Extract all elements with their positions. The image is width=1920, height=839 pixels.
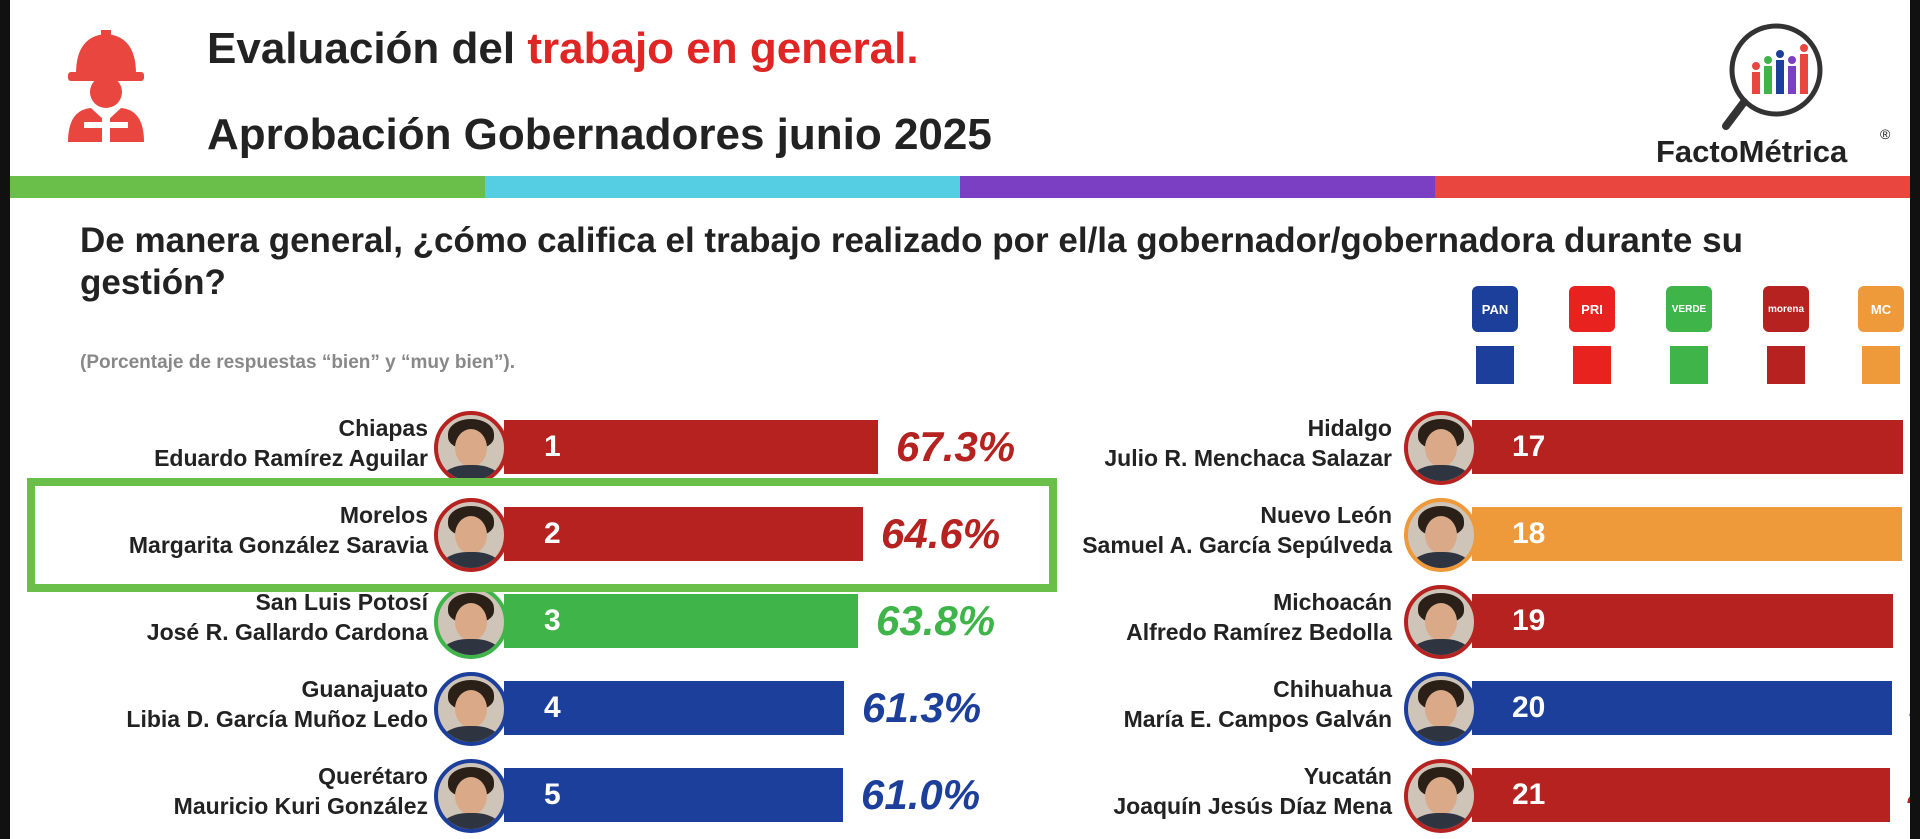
brand-name: FactoMétrica bbox=[1656, 134, 1847, 170]
party-logo-pvem-icon: VERDE bbox=[1666, 286, 1712, 332]
title-part1: Evaluación del bbox=[207, 24, 528, 73]
governor-avatar bbox=[434, 585, 508, 659]
value-label: 48.3% bbox=[1908, 768, 1910, 822]
state-name: Yucatán bbox=[1303, 763, 1392, 789]
state-name: Hidalgo bbox=[1307, 415, 1392, 441]
governor-name: Joaquín Jesús Díaz Mena bbox=[1113, 793, 1392, 819]
rank-label: 17 bbox=[1512, 430, 1546, 463]
governor-label: Yucatán Joaquín Jesús Díaz Mena bbox=[1113, 761, 1392, 821]
governor-name: María E. Campos Galván bbox=[1123, 706, 1392, 732]
value-label: 63.8% bbox=[876, 597, 996, 644]
governor-avatar bbox=[434, 672, 508, 746]
party-logo-morena-icon: morena bbox=[1763, 286, 1809, 332]
rank-label: 19 bbox=[1512, 604, 1546, 637]
stripe-segment-purple bbox=[960, 176, 1435, 198]
legend-swatch-morena bbox=[1767, 346, 1805, 384]
governor-name: Eduardo Ramírez Aguilar bbox=[154, 445, 428, 471]
highlight-box bbox=[27, 478, 1057, 592]
governor-name: Samuel A. García Sepúlveda bbox=[1082, 532, 1392, 558]
rank-label: 1 bbox=[544, 430, 561, 463]
governor-name: Margarita González Saravia bbox=[128, 532, 428, 558]
rank-label: 4 bbox=[544, 691, 561, 724]
governor-avatar bbox=[434, 498, 508, 572]
value-label: 67.3% bbox=[896, 423, 1016, 470]
party-logo-pan-icon: PAN bbox=[1472, 286, 1518, 332]
title-part2: trabajo en general. bbox=[527, 24, 919, 73]
bar bbox=[504, 594, 858, 648]
governor-name: José R. Gallardo Cardona bbox=[146, 619, 428, 645]
rank-label: 2 bbox=[544, 517, 561, 550]
governor-name: Mauricio Kuri González bbox=[173, 793, 428, 819]
governor-label: Guanajuato Libia D. García Muñoz Ledo bbox=[126, 674, 428, 734]
bar bbox=[1472, 768, 1890, 822]
governor-label: Chihuahua María E. Campos Galván bbox=[1124, 674, 1392, 734]
bar bbox=[1472, 507, 1902, 561]
governor-name: Julio R. Menchaca Salazar bbox=[1104, 445, 1392, 471]
governor-label: Michoacán Alfredo Ramírez Bedolla bbox=[1126, 587, 1392, 647]
party-logo-pri-icon: PRI bbox=[1569, 286, 1615, 332]
slide: Evaluación del trabajo en general. Aprob… bbox=[10, 0, 1910, 839]
worker-icon bbox=[68, 30, 144, 142]
governor-avatar bbox=[1404, 411, 1478, 485]
governor-avatar bbox=[1404, 585, 1478, 659]
bar bbox=[504, 681, 844, 735]
governor-name: Libia D. García Muñoz Ledo bbox=[126, 706, 428, 732]
legend-swatch-mc bbox=[1862, 346, 1900, 384]
bar bbox=[1472, 420, 1903, 474]
bar bbox=[1472, 594, 1893, 648]
stripe-segment-red bbox=[1435, 176, 1910, 198]
legend-swatch-pvem bbox=[1670, 346, 1708, 384]
brand-registered-mark: ® bbox=[1880, 126, 1891, 142]
state-name: Nuevo León bbox=[1260, 502, 1392, 528]
bar bbox=[1472, 681, 1892, 735]
state-name: Michoacán bbox=[1273, 589, 1392, 615]
governor-avatar bbox=[434, 411, 508, 485]
survey-note: (Porcentaje de respuestas “bien” y “muy … bbox=[80, 352, 516, 373]
rank-label: 20 bbox=[1512, 691, 1546, 724]
governor-label: Nuevo León Samuel A. García Sepúlveda bbox=[1082, 500, 1392, 560]
state-name: Chiapas bbox=[338, 415, 428, 441]
value-label: 61.3% bbox=[862, 684, 982, 731]
state-name: Querétaro bbox=[318, 763, 428, 789]
governor-avatar bbox=[1404, 759, 1478, 833]
stripe-segment-green bbox=[10, 176, 485, 198]
governor-label: Querétaro Mauricio Kuri González bbox=[174, 761, 428, 821]
brand-text: FactoMétrica bbox=[1656, 134, 1848, 169]
factometrica-logo-icon bbox=[1722, 23, 1823, 130]
rank-label: 18 bbox=[1512, 517, 1546, 550]
governor-label: Morelos Margarita González Saravia bbox=[129, 500, 428, 560]
bar bbox=[504, 507, 863, 561]
legend-swatch-pri bbox=[1573, 346, 1611, 384]
state-name: San Luis Potosí bbox=[255, 589, 428, 615]
party-logo-mc-icon: MC bbox=[1858, 286, 1904, 332]
value-label: 64.6% bbox=[881, 510, 1001, 557]
bar bbox=[504, 768, 843, 822]
rank-label: 21 bbox=[1512, 778, 1546, 811]
state-name: Chihuahua bbox=[1273, 676, 1392, 702]
rank-label: 5 bbox=[544, 778, 561, 811]
legend-swatch-pan bbox=[1476, 346, 1514, 384]
title-line2: Aprobación Gobernadores junio 2025 bbox=[207, 110, 992, 159]
governor-avatar bbox=[1404, 672, 1478, 746]
state-name: Guanajuato bbox=[301, 676, 428, 702]
title-line1: Evaluación del trabajo en general. bbox=[207, 24, 919, 74]
survey-question: De manera general, ¿cómo califica el tra… bbox=[80, 221, 1743, 302]
governor-name: Alfredo Ramírez Bedolla bbox=[1126, 619, 1392, 645]
stripe-segment-cyan bbox=[485, 176, 960, 198]
governor-avatar bbox=[434, 759, 508, 833]
governor-avatar bbox=[1404, 498, 1478, 572]
bar bbox=[504, 420, 878, 474]
state-name: Morelos bbox=[339, 502, 428, 528]
governor-label: San Luis Potosí José R. Gallardo Cardona bbox=[147, 587, 428, 647]
governor-label: Hidalgo Julio R. Menchaca Salazar bbox=[1104, 413, 1392, 473]
governor-label: Chiapas Eduardo Ramírez Aguilar bbox=[154, 413, 428, 473]
rank-label: 3 bbox=[544, 604, 561, 637]
header-stripe bbox=[10, 176, 1910, 198]
value-label: 61.0% bbox=[861, 771, 981, 818]
